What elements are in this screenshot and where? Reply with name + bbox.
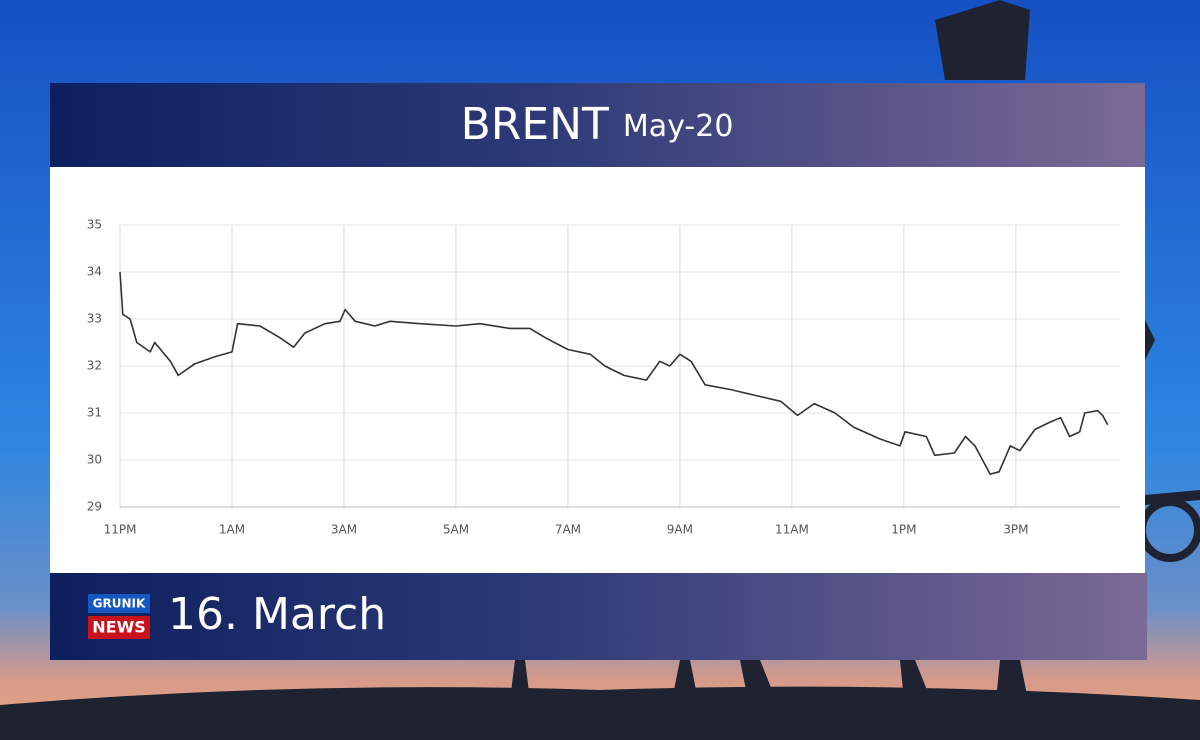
y-tick-label: 35	[87, 218, 102, 232]
chart-panel	[50, 167, 1145, 573]
x-tick-label: 3AM	[331, 523, 357, 537]
chart-subtitle: May-20	[623, 109, 734, 144]
y-tick-label: 32	[87, 359, 102, 373]
x-tick-label: 11PM	[104, 523, 137, 537]
chart-title: BRENT	[461, 99, 609, 150]
x-tick-label: 11AM	[775, 523, 809, 537]
date: 16. March	[168, 589, 386, 640]
x-tick-label: 1AM	[219, 523, 245, 537]
x-tick-label: 3PM	[1003, 523, 1028, 537]
header-band	[50, 83, 1145, 168]
x-tick-label: 9AM	[667, 523, 693, 537]
plot: 29 30 31 32 33 34 35 11PM 1AM 3AM 5AM 7AM 9AM 11AM 1PM…	[87, 218, 1120, 537]
x-tick-label: 5AM	[443, 523, 469, 537]
y-tick-label: 29	[87, 500, 102, 514]
y-tick-label: 30	[87, 453, 102, 467]
x-tick-label: 7AM	[555, 523, 581, 537]
price-line	[119, 271, 1109, 475]
y-tick-label: 33	[87, 312, 102, 326]
logo-bottom	[88, 616, 150, 639]
footer-band	[50, 573, 1147, 660]
logo-text: GRUNIK	[93, 597, 146, 611]
x-tick-label: 1PM	[891, 523, 916, 537]
title-group: BRENT May-20	[461, 99, 734, 150]
y-tick-label: 34	[87, 265, 102, 279]
logo-text: NEWS	[92, 618, 146, 637]
logo-top	[88, 594, 150, 613]
y-tick-label: 31	[87, 406, 102, 420]
